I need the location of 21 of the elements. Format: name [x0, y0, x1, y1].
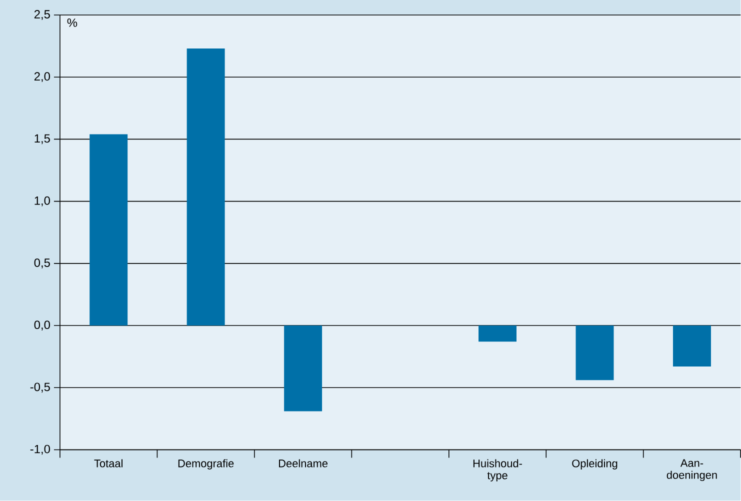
x-tick-label: Opleiding — [572, 459, 618, 470]
bar — [672, 326, 711, 367]
bar — [478, 326, 517, 342]
y-axis-title: % — [67, 18, 78, 27]
bar — [186, 48, 225, 326]
x-tick-label: Huishoud-type — [473, 459, 522, 482]
x-tick-label: Totaal — [94, 459, 122, 468]
y-tick-label: -0,5 — [30, 382, 50, 393]
x-tick-label: Demografie — [178, 459, 234, 470]
bar — [284, 326, 322, 412]
bar — [576, 326, 614, 380]
x-tick-label: Aan-doeningen — [666, 459, 717, 482]
y-tick-label: 0,0 — [34, 320, 50, 331]
y-tick-label: 2,5 — [34, 10, 50, 20]
bar — [90, 134, 128, 326]
y-tick-label: 1,0 — [34, 196, 50, 206]
y-tick-label: 1,5 — [34, 134, 50, 144]
x-tick-label: Deelname — [279, 459, 328, 468]
y-tick-label: 2,0 — [34, 72, 50, 82]
y-tick-label: 0,5 — [34, 258, 50, 268]
y-tick-label: -1,0 — [30, 444, 50, 455]
